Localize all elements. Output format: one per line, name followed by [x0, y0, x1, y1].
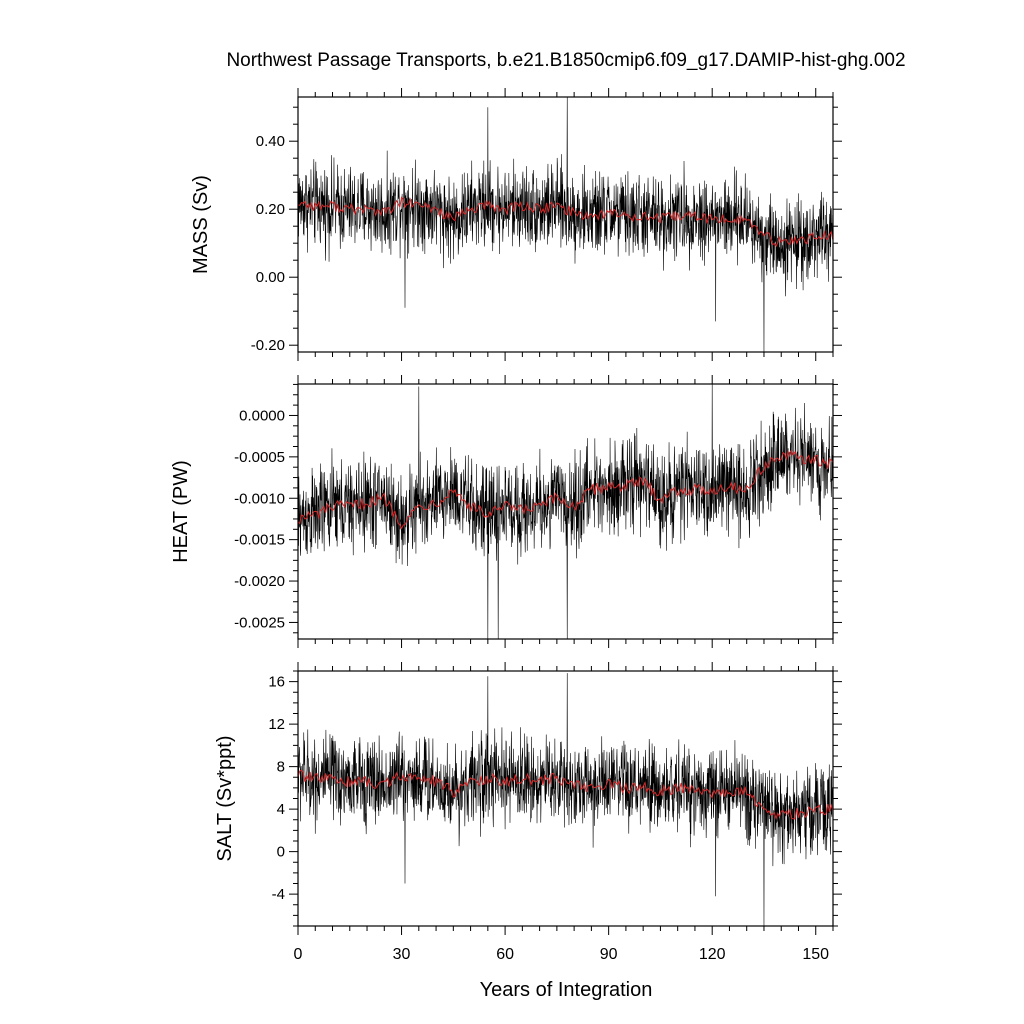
y-tick-label-heat: -0.0005 [234, 449, 285, 466]
y-tick-label-salt: 12 [268, 716, 285, 733]
x-tick-label: 30 [393, 946, 411, 963]
panel-heat: -0.0025 -0.0020 -0.0015 -0.0010 -0.0005 0.000… [170, 375, 842, 648]
x-tick-label: 90 [600, 946, 618, 963]
raw-series-mass [298, 97, 833, 352]
panel-mass: -0.20 0.00 0.20 0.40 MASS (Sv) [190, 88, 842, 361]
y-tick-label-salt: 16 [268, 674, 285, 691]
y-axis-label-salt: SALT (Sv*ppt) [214, 736, 236, 862]
y-tick-label-salt: 8 [277, 759, 285, 776]
panel-salt: -4 0 4 8 12 16 SALT (Sv*ppt) 0 30 60 90 120 150 [214, 662, 842, 963]
y-tick-label-heat: -0.0025 [234, 614, 285, 631]
chart-title: Northwest Passage Transports, b.e21.B185… [226, 50, 905, 71]
y-tick-label-salt: -4 [272, 886, 285, 903]
y-axis-label-mass: MASS (Sv) [190, 175, 212, 274]
y-tick-label-mass: 0.20 [256, 201, 285, 218]
x-tick-label: 0 [294, 946, 303, 963]
smoothed-series-salt [298, 769, 833, 821]
y-tick-label-heat: -0.0010 [234, 490, 285, 507]
y-tick-label-mass: 0.40 [256, 133, 285, 150]
plot-frame-heat [297, 383, 834, 640]
x-tick-label: 60 [496, 946, 514, 963]
plot-frame-mass [297, 96, 834, 353]
x-tick-label: 150 [802, 946, 829, 963]
y-tick-label-mass: -0.20 [251, 337, 285, 354]
raw-series-salt [298, 673, 833, 926]
y-axis-label-heat: HEAT (PW) [170, 460, 192, 563]
y-tick-label-heat: 0.0000 [239, 407, 285, 424]
y-tick-label-heat: -0.0020 [234, 573, 285, 590]
x-tick-label: 120 [699, 946, 726, 963]
y-tick-label-salt: 0 [277, 844, 285, 861]
y-tick-label-heat: -0.0015 [234, 532, 285, 549]
smoothed-series-heat [298, 449, 833, 530]
y-tick-label-mass: 0.00 [256, 269, 285, 286]
smoothed-series-mass [298, 196, 833, 248]
y-tick-label-salt: 4 [277, 801, 285, 818]
x-axis-label: Years of Integration [480, 979, 653, 1001]
panels: -0.20 0.00 0.20 0.40 MASS (Sv) -0.0025 -0.0020… [170, 88, 842, 963]
raw-series-heat [298, 384, 833, 639]
